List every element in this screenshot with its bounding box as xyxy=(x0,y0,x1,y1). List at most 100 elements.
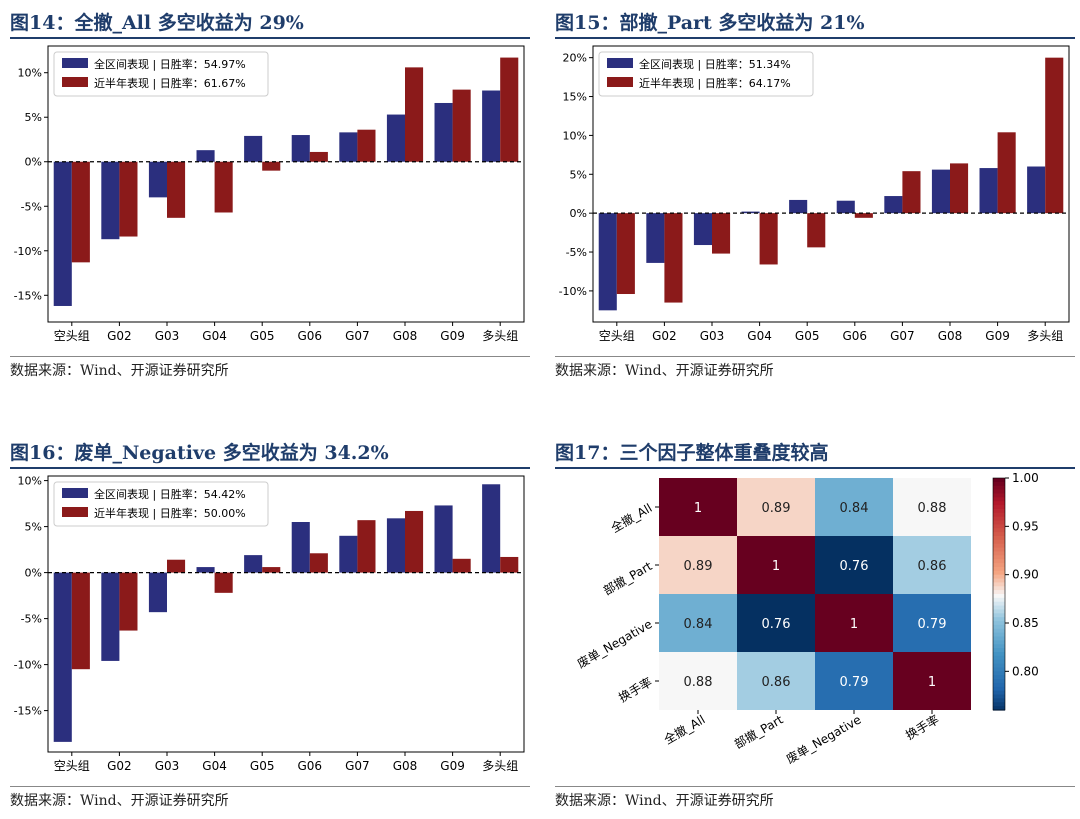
legend-label: 全区间表现 | 日胜率：51.34% xyxy=(639,57,791,71)
colorbar-segment xyxy=(993,501,1005,506)
colorbar-segment xyxy=(993,628,1005,634)
y-tick-label: 5% xyxy=(570,168,587,181)
colorbar-segment xyxy=(993,594,1005,599)
bar xyxy=(500,57,519,162)
row-label: 废单_Negative xyxy=(574,616,654,671)
x-tick-label: G08 xyxy=(938,329,963,343)
colorbar-tick-label: 1.00 xyxy=(1012,471,1039,485)
colorbar-segment xyxy=(993,671,1005,676)
legend-label: 近半年表现 | 日胜率：61.67% xyxy=(94,76,246,90)
colorbar-segment xyxy=(993,582,1005,587)
bar xyxy=(244,555,263,573)
bar xyxy=(902,171,921,214)
colorbar-segment xyxy=(993,563,1005,568)
data-source: 数据来源：Wind、开源证券研究所 xyxy=(555,793,774,809)
row-label: 全撤_All xyxy=(608,500,654,535)
bar xyxy=(482,90,501,162)
bar xyxy=(664,213,683,303)
bar xyxy=(1027,166,1046,214)
cell-label: 1 xyxy=(928,675,936,690)
legend: 全区间表现 | 日胜率：54.97% 近半年表现 | 日胜率：61.67% xyxy=(53,51,269,97)
colorbar-frame xyxy=(992,477,1006,711)
data-source: 数据来源：Wind、开源证券研究所 xyxy=(10,793,229,809)
heatmap-cell xyxy=(659,536,737,594)
y-tick-label: 0% xyxy=(25,156,42,169)
colorbar-segment xyxy=(993,590,1005,595)
colorbar-segment xyxy=(993,574,1005,580)
bar xyxy=(101,572,120,661)
colorbar-segment xyxy=(993,636,1005,641)
panel-fig17: 图17：三个因子整体重叠度较高 1 0.89 0.84 0.88 0.89 1 0.76 0.… xyxy=(555,436,1075,816)
x-tick-label: G09 xyxy=(985,329,1010,343)
column-label: 换手率 xyxy=(903,712,942,743)
bar xyxy=(196,567,215,573)
legend-label: 全区间表现 | 日胜率：54.97% xyxy=(94,57,246,71)
x-tick-label: G07 xyxy=(890,329,915,343)
bar xyxy=(196,150,215,162)
colorbar-segment xyxy=(993,605,1005,611)
colorbar-segment xyxy=(993,690,1005,696)
colorbar-segment xyxy=(993,512,1005,518)
colorbar-tick-label: 0.80 xyxy=(1012,664,1039,678)
cell-label: 0.88 xyxy=(918,501,947,516)
x-tick-label: G03 xyxy=(155,759,180,773)
cell-label: 1 xyxy=(772,559,780,574)
heatmap-cell xyxy=(659,478,737,536)
x-tick-label: G08 xyxy=(393,759,418,773)
panel-fig14: 图14：全撤_All 多空收益为 29% -15% -10% -5% 0% 5% 10% 空… xyxy=(10,6,530,386)
y-tick-label: 5% xyxy=(25,521,42,534)
x-tick-label: G06 xyxy=(298,759,323,773)
colorbar-tick-label: 0.95 xyxy=(1012,519,1039,533)
bar-chart-fig16: -15% -10% -5% 0% 5% 10% 空头组 G02 G03 G04 G05 G06 G07 G… xyxy=(14,475,525,773)
cell-label: 0.79 xyxy=(840,675,869,690)
colorbar-segment xyxy=(993,532,1005,537)
panel-fig16: 图16：废单_Negative 多空收益为 34.2% -15% -10% -5% 0… xyxy=(10,436,530,816)
colorbar-segment xyxy=(993,613,1005,618)
bar xyxy=(646,213,665,263)
bar xyxy=(119,161,138,237)
colorbar-tick-label: 0.90 xyxy=(1012,568,1039,582)
y-tick-label: 15% xyxy=(563,91,587,104)
x-tick-label: 空头组 xyxy=(54,329,90,343)
heatmap-cell xyxy=(737,652,815,710)
source-separator xyxy=(10,356,530,357)
x-tick-label: G05 xyxy=(250,759,275,773)
bar xyxy=(386,518,405,573)
bar xyxy=(789,199,808,214)
bar xyxy=(53,572,72,742)
colorbar-segment xyxy=(993,644,1005,649)
heatmap-cell xyxy=(815,594,893,652)
colorbar-segment xyxy=(993,566,1005,572)
bar xyxy=(309,553,328,573)
data-source: 数据来源：Wind、开源证券研究所 xyxy=(555,363,774,379)
y-tick-label: 0% xyxy=(570,207,587,220)
x-tick-label: G08 xyxy=(393,329,418,343)
column-label: 全撤_All xyxy=(661,712,707,747)
colorbar-segment xyxy=(993,493,1005,498)
colorbar-segment xyxy=(993,505,1005,510)
y-tick-label: -15% xyxy=(14,705,42,718)
bar xyxy=(244,135,263,162)
bar xyxy=(931,169,950,214)
y-tick-label: -10% xyxy=(14,245,42,258)
colorbar-segment xyxy=(993,601,1005,607)
cell-label: 0.86 xyxy=(918,559,947,574)
x-tick-label: G02 xyxy=(652,329,677,343)
heatmap-cell xyxy=(815,536,893,594)
bar xyxy=(884,196,903,214)
x-tick-label: G02 xyxy=(107,329,132,343)
bar xyxy=(167,161,186,218)
colorbar-segment xyxy=(993,481,1005,487)
source-separator xyxy=(10,786,530,787)
cell-label: 1 xyxy=(850,617,858,632)
bar xyxy=(148,161,167,198)
colorbar-segment xyxy=(993,555,1005,560)
heatmap-cell xyxy=(659,652,737,710)
bar xyxy=(309,151,328,162)
plot-frame xyxy=(592,45,1070,323)
colorbar-segment xyxy=(993,682,1005,688)
cell-label: 0.76 xyxy=(762,617,791,632)
x-tick-label: 多头组 xyxy=(482,329,518,343)
colorbar-segment xyxy=(993,508,1005,514)
colorbar-segment xyxy=(993,485,1005,491)
